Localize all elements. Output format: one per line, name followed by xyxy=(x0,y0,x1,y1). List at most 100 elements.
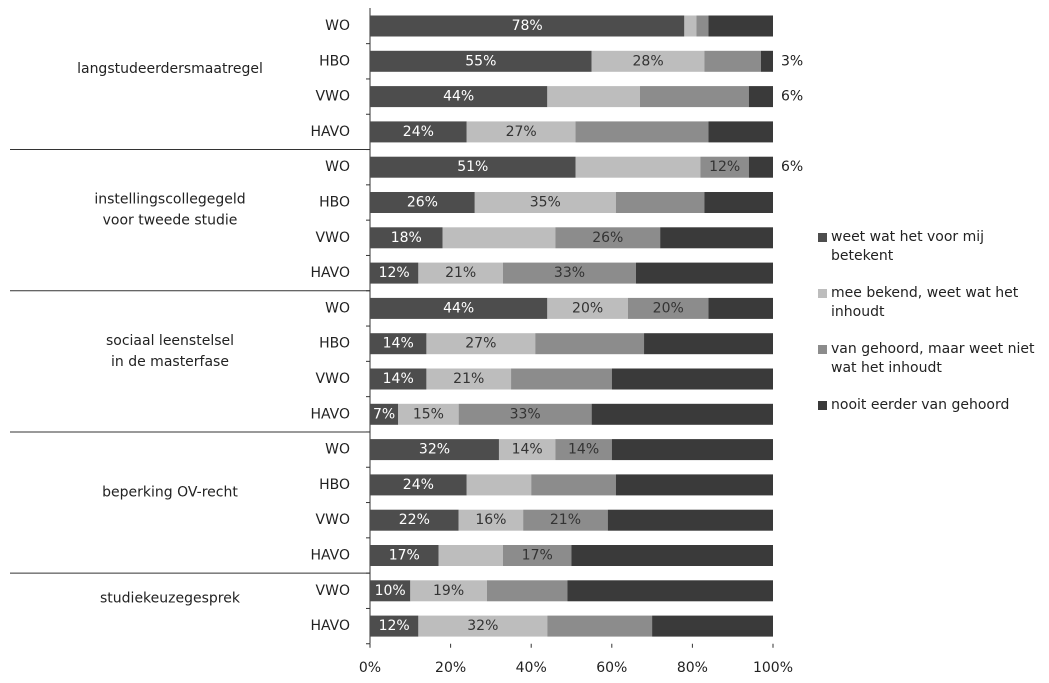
bar-segment xyxy=(458,509,524,531)
y-tick-label: VWO xyxy=(316,230,350,246)
bar-segment xyxy=(660,227,773,249)
bar-segment xyxy=(370,192,475,213)
value-label: 20% xyxy=(572,300,603,316)
x-tick-label: 80% xyxy=(677,660,708,676)
group-label: studiekeuzegesprek xyxy=(100,590,241,606)
bar-segment xyxy=(555,227,661,249)
bar-segment xyxy=(591,403,773,425)
value-label: 55% xyxy=(465,53,496,69)
legend-swatch xyxy=(818,345,827,354)
value-label: 20% xyxy=(653,300,684,316)
bar-segment xyxy=(370,368,427,390)
y-tick-label: HAVO xyxy=(310,124,350,140)
value-label: 12% xyxy=(379,618,410,634)
bar-segment xyxy=(442,227,556,249)
legend-swatch xyxy=(818,233,827,242)
bar-segment xyxy=(708,297,773,319)
y-tick-label: WO xyxy=(325,18,350,34)
bar-segment xyxy=(704,50,761,72)
bar-segment xyxy=(458,403,592,425)
value-label: 32% xyxy=(419,442,450,458)
bar-segment xyxy=(370,50,592,72)
legend-label: weet wat het voor mij betekent xyxy=(831,229,985,264)
bar-segment xyxy=(370,297,548,319)
bar-segment xyxy=(635,262,773,284)
value-label: 7% xyxy=(373,406,395,422)
bar-segment xyxy=(535,333,645,355)
value-label: 3% xyxy=(781,53,803,69)
x-tick-label: 40% xyxy=(516,660,547,676)
bar-segment xyxy=(547,615,653,637)
bar-segment xyxy=(611,439,773,461)
bar-segment xyxy=(502,545,572,566)
bar-segment xyxy=(410,580,487,602)
value-label: 21% xyxy=(550,512,581,528)
bar-segment xyxy=(370,227,443,249)
y-tick-label: HAVO xyxy=(310,618,350,634)
bar-segment xyxy=(426,368,512,390)
value-label: 21% xyxy=(445,265,476,281)
value-label: 10% xyxy=(375,583,406,599)
bar-segment xyxy=(466,474,532,496)
bar-segment xyxy=(398,403,459,425)
y-tick-label: VWO xyxy=(316,89,350,105)
group-label: beperking OV-recht xyxy=(102,485,238,501)
bar-segment xyxy=(644,333,773,355)
bar-segment xyxy=(748,86,773,108)
x-tick-label: 60% xyxy=(596,660,627,676)
value-label: 26% xyxy=(592,230,623,246)
y-tick-label: HAVO xyxy=(310,548,350,564)
bar-segment xyxy=(575,121,709,143)
bar-segment xyxy=(748,156,773,178)
group-label: voor tweede studie xyxy=(103,213,238,229)
bar-segment xyxy=(555,439,612,461)
y-tick-label: WO xyxy=(325,300,350,316)
legend-item: nooit eerder van gehoord xyxy=(818,396,1043,415)
bar-segment xyxy=(370,262,419,284)
value-label: 27% xyxy=(506,124,537,140)
value-label: 17% xyxy=(389,548,420,564)
group-label: instellingscollegegeld xyxy=(94,192,245,208)
bar-segment xyxy=(611,368,773,390)
bar-segment xyxy=(370,333,427,355)
value-label: 33% xyxy=(554,265,585,281)
value-label: 16% xyxy=(475,512,506,528)
x-tick-label: 100% xyxy=(753,660,793,676)
y-tick-label: HBO xyxy=(319,53,350,69)
bar-segment xyxy=(567,580,773,602)
bar-segment xyxy=(700,156,749,178)
bar-segment xyxy=(696,15,709,37)
group-label: sociaal leenstelsel xyxy=(106,333,234,349)
bar-segment xyxy=(370,615,419,637)
y-tick-label: HAVO xyxy=(310,265,350,281)
bar-segment xyxy=(474,192,616,213)
y-tick-label: HBO xyxy=(319,195,350,211)
bar-segment xyxy=(523,509,608,531)
bar-segment xyxy=(640,86,749,108)
value-label: 12% xyxy=(709,159,740,175)
bar-segment xyxy=(498,439,556,461)
group-label: langstudeerdersmaatregel xyxy=(77,61,263,77)
value-label: 18% xyxy=(391,230,422,246)
bar-segment xyxy=(370,86,548,108)
bar-segment xyxy=(615,192,705,213)
legend-item: mee bekend, weet wat het inhoudt xyxy=(818,284,1043,322)
bar-segment xyxy=(615,474,773,496)
bar-segment xyxy=(511,368,612,390)
bar-segment xyxy=(370,121,467,143)
bar-segment xyxy=(708,121,773,143)
bar-segment xyxy=(571,545,773,566)
value-label: 35% xyxy=(530,195,561,211)
value-label: 24% xyxy=(403,124,434,140)
value-label: 12% xyxy=(379,265,410,281)
value-label: 22% xyxy=(399,512,430,528)
bar-segment xyxy=(486,580,568,602)
bar-segment xyxy=(547,297,628,319)
y-tick-label: VWO xyxy=(316,583,350,599)
bar-segment xyxy=(370,509,459,531)
bar-segment xyxy=(575,156,701,178)
x-tick-label: 20% xyxy=(435,660,466,676)
value-label: 78% xyxy=(512,18,543,34)
value-label: 6% xyxy=(781,159,803,175)
